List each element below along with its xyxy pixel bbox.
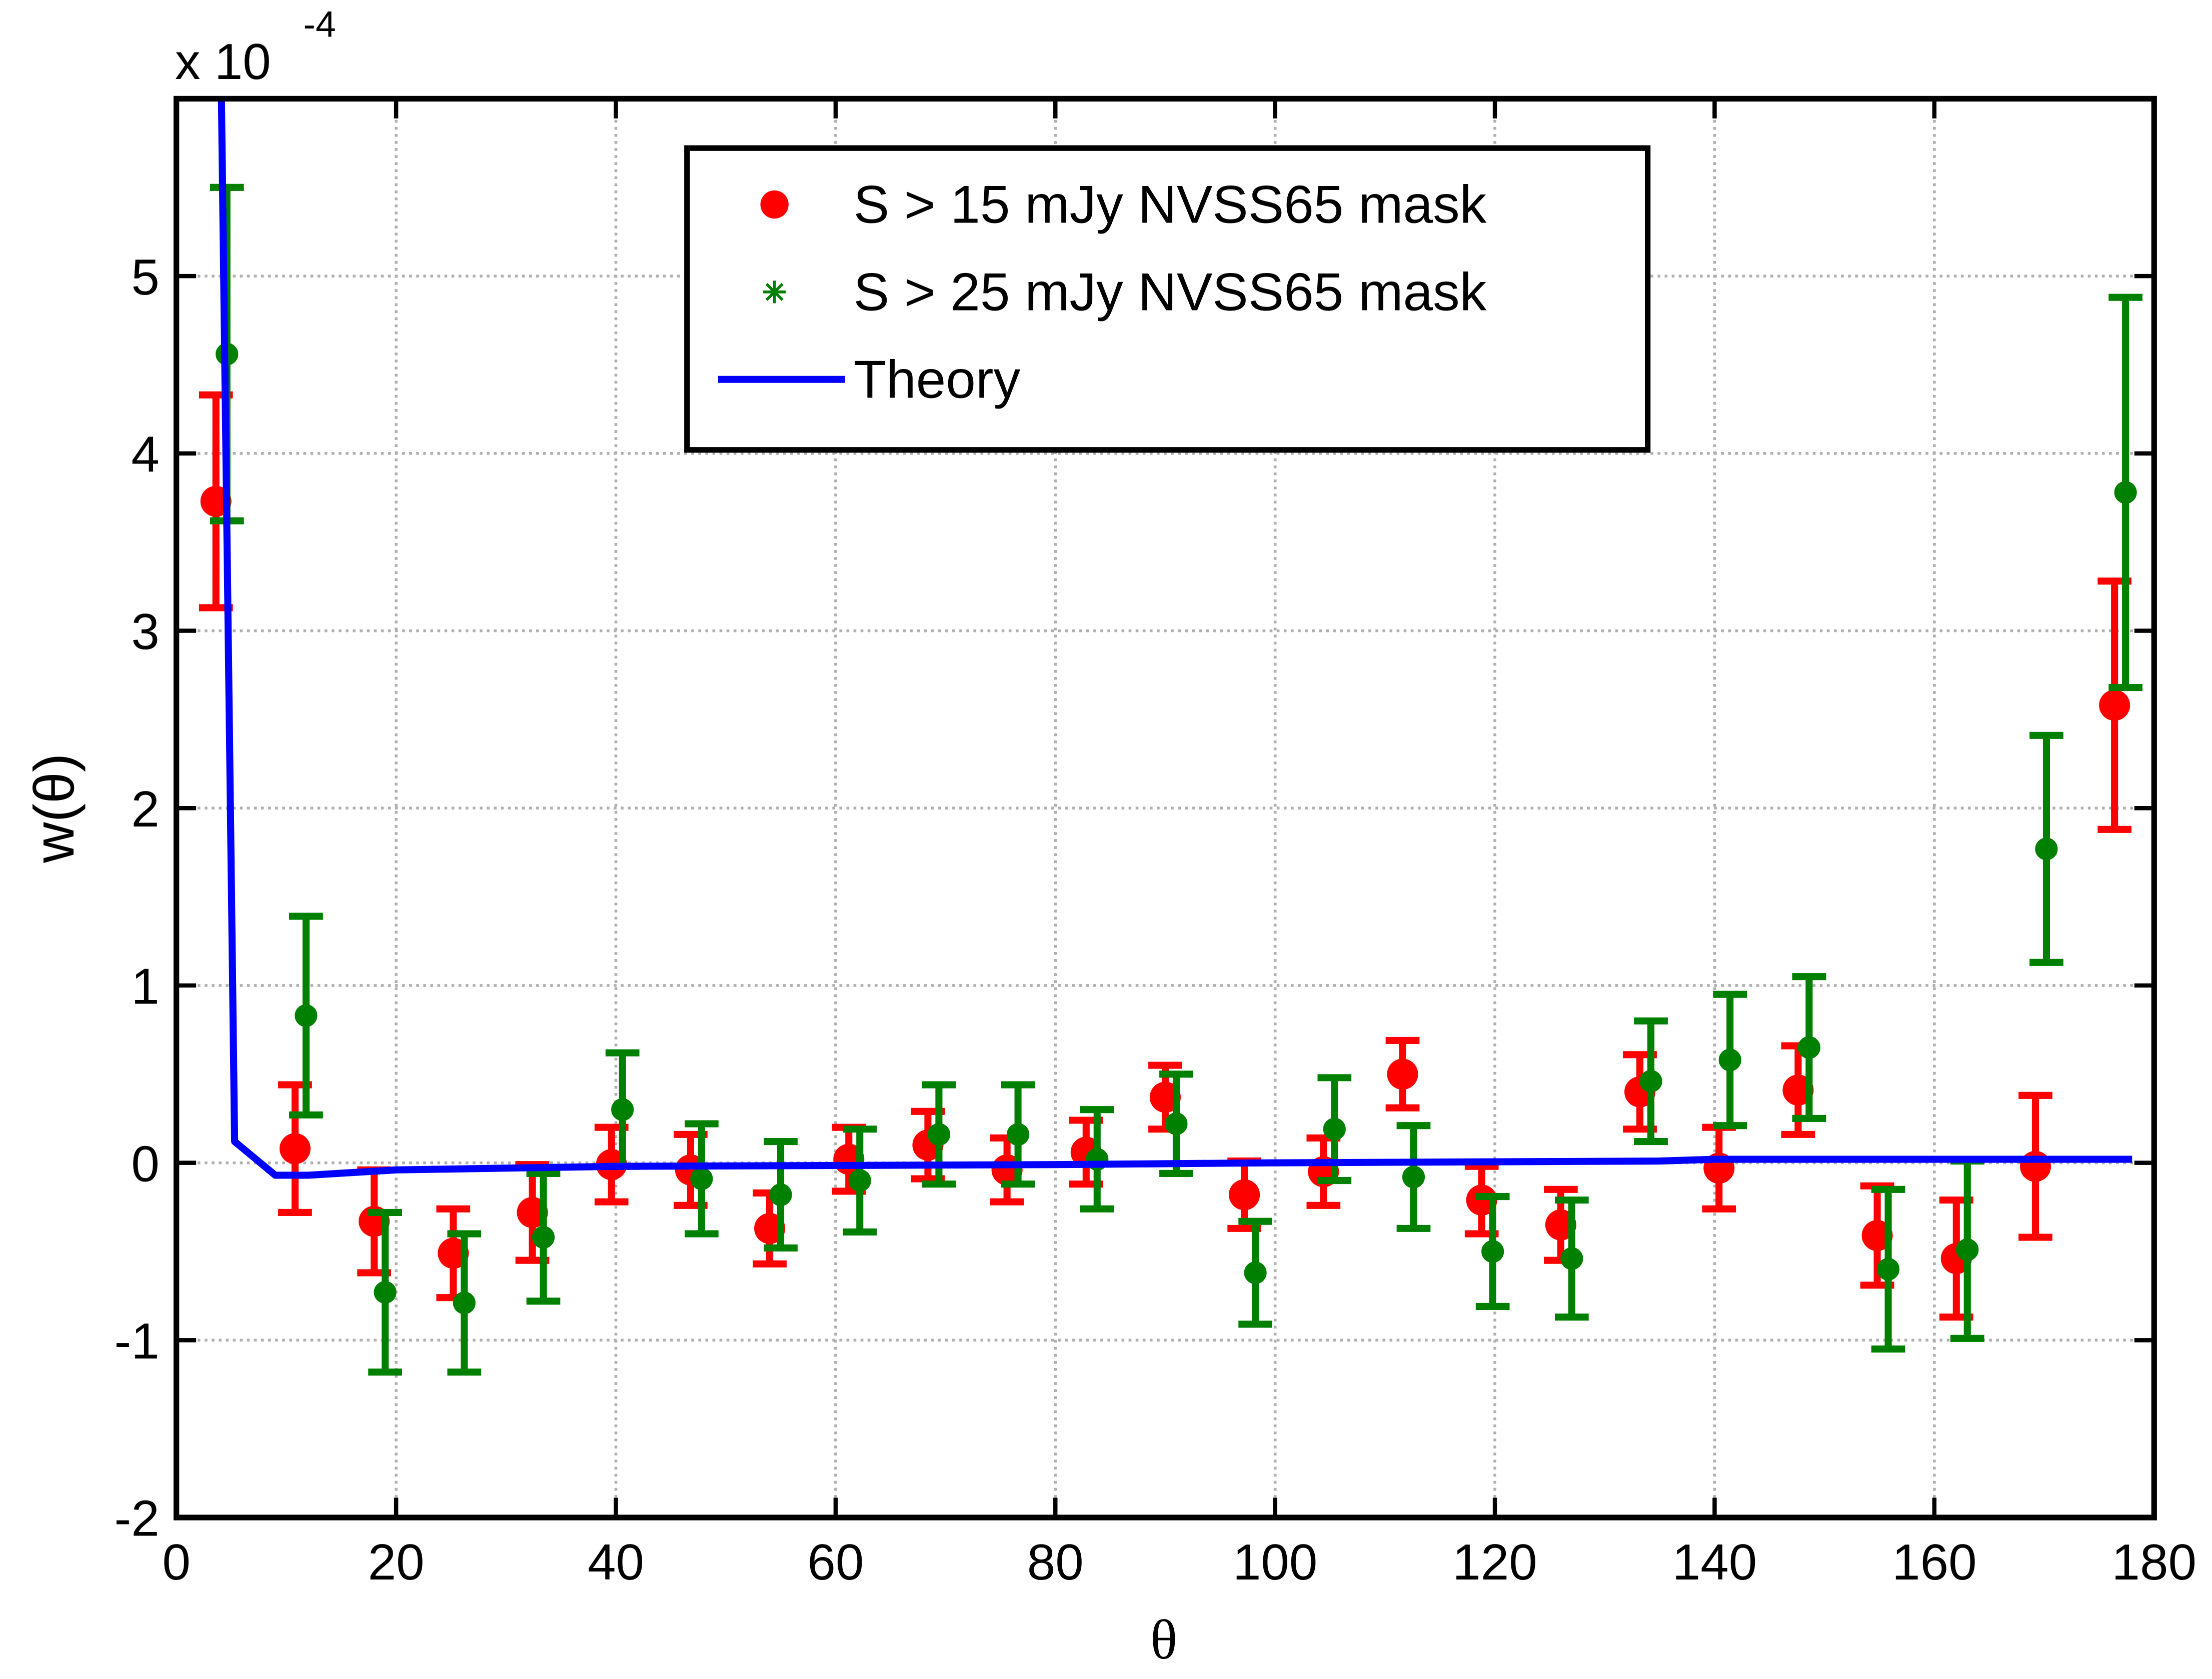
- data-point: [1387, 1058, 1418, 1090]
- data-point: [690, 1167, 713, 1190]
- y-tick-label: 3: [131, 603, 159, 660]
- y-tick-label: -2: [115, 1490, 160, 1547]
- y-tick-label: 1: [131, 958, 159, 1015]
- y-tick-label: 5: [131, 248, 159, 306]
- data-point: [1797, 1036, 1820, 1059]
- legend: S > 15 mJy NVSS65 mask S > 25 mJy NVSS65 …: [684, 145, 1651, 453]
- y-tick-label: 4: [131, 426, 159, 483]
- x-tick-label: 120: [1452, 1534, 1537, 1590]
- x-tick-label: 60: [807, 1534, 864, 1590]
- plot-frame: [174, 96, 2157, 1520]
- data-point: [1718, 1048, 1741, 1072]
- legend-box: [684, 145, 1651, 453]
- data-point: [1560, 1247, 1583, 1270]
- x-tick-label: 40: [588, 1534, 644, 1590]
- legend-label: S > 25 mJy NVSS65 mask: [854, 262, 1487, 322]
- data-point: [1323, 1118, 1346, 1140]
- legend-label: Theory: [854, 349, 1021, 409]
- axes: 0 20 40 60 80 100 120 140 160 180 -2 -1 0 1 2 3 4 5: [115, 96, 2196, 1590]
- y-multiplier-exponent: -4: [304, 4, 336, 44]
- data-point: [769, 1183, 792, 1206]
- data-point: [2099, 690, 2130, 721]
- y-multiplier: x 10: [175, 33, 271, 90]
- data-point: [1007, 1123, 1030, 1146]
- data-point: [1639, 1070, 1662, 1093]
- x-tick-label: 100: [1233, 1534, 1317, 1590]
- legend-marker: [760, 190, 789, 219]
- data-point: [295, 1004, 318, 1027]
- data-point: [848, 1169, 871, 1192]
- x-tick-label: 160: [1892, 1534, 1976, 1590]
- data-point: [611, 1098, 634, 1121]
- legend-marker: [763, 280, 786, 304]
- y-tick-label: 2: [131, 780, 159, 838]
- legend-label: S > 15 mJy NVSS65 mask: [854, 174, 1487, 234]
- y-tick-label: 0: [131, 1135, 159, 1192]
- x-tick-label: 20: [368, 1534, 425, 1590]
- data-point: [1877, 1258, 1900, 1281]
- data-point: [374, 1281, 397, 1304]
- data-point: [2019, 1150, 2051, 1182]
- data-point: [2114, 481, 2137, 504]
- y-axis-label: w(θ): [23, 754, 86, 864]
- x-tick-label: 180: [2112, 1534, 2196, 1590]
- x-tick-label: 0: [162, 1534, 190, 1590]
- x-tick-label: 80: [1027, 1534, 1084, 1590]
- data-point: [2035, 838, 2058, 860]
- x-axis-label: θ: [1150, 1608, 1177, 1671]
- data-point: [1481, 1240, 1504, 1263]
- data-point: [1956, 1238, 1979, 1262]
- y-tick-label: -1: [115, 1312, 160, 1370]
- data-point: [279, 1133, 311, 1164]
- data-point: [1402, 1166, 1425, 1188]
- data-point: [532, 1226, 555, 1249]
- data-point: [1244, 1261, 1267, 1284]
- data-point: [927, 1123, 950, 1146]
- x-tick-label: 140: [1672, 1534, 1757, 1590]
- data-point: [453, 1292, 476, 1314]
- plot-area: [199, 98, 2142, 1376]
- data-point: [1165, 1112, 1188, 1136]
- theory-line: [218, 98, 2132, 1179]
- data-point: [1229, 1179, 1260, 1210]
